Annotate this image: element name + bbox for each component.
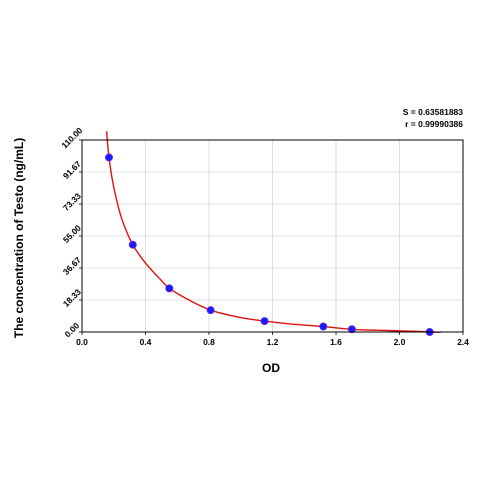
x-tick-label: 0.0: [76, 337, 88, 347]
x-tick-label: 2.4: [457, 337, 469, 347]
x-tick-label: 1.2: [267, 337, 279, 347]
points-layer: [104, 153, 434, 336]
x-tick-label: 0.8: [203, 337, 215, 347]
data-point: [206, 306, 215, 315]
data-point: [319, 322, 328, 331]
x-tick-label: 2.0: [394, 337, 406, 347]
x-tick-label: 0.4: [140, 337, 152, 347]
grid-layer: [82, 140, 463, 332]
y-axis-title: The concentration of Testo (ng/mL): [12, 138, 26, 338]
data-point: [165, 284, 174, 293]
data-point: [260, 317, 269, 326]
data-point: [104, 153, 113, 162]
data-point: [347, 325, 356, 334]
x-axis-title: OD: [262, 361, 280, 375]
x-tick-label: 1.6: [330, 337, 342, 347]
stat-r-label: r = 0.99990386: [405, 119, 463, 129]
data-point: [128, 240, 137, 249]
stat-s-label: S = 0.63581883: [403, 107, 464, 117]
